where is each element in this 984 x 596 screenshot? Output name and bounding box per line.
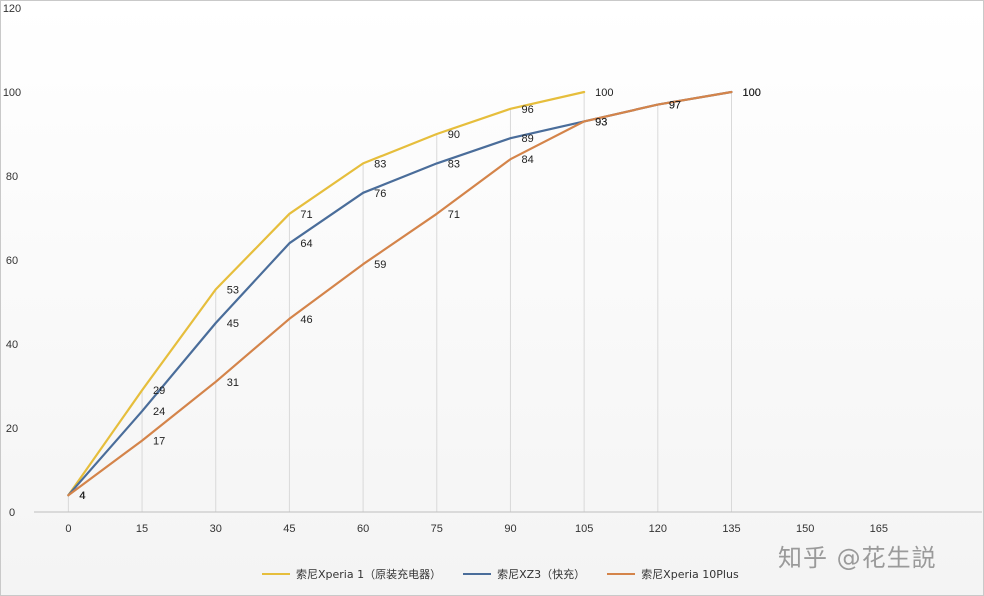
data-label: 100 (595, 87, 613, 99)
series-line (67, 90, 733, 497)
series-lines (67, 90, 733, 497)
legend-item-xperia10plus: 索尼Xperia 10Plus (607, 566, 739, 582)
data-label: 53 (227, 284, 239, 296)
data-label: 29 (153, 385, 165, 397)
data-label: 4 (79, 490, 85, 502)
legend-swatch (463, 573, 492, 575)
data-label: 4 (79, 490, 85, 502)
series-line (67, 90, 586, 497)
x-tick-label: 105 (575, 523, 593, 535)
gridlines (67, 92, 732, 512)
legend-label: 索尼Xperia 10Plus (641, 568, 739, 581)
legend-item-xz3: 索尼XZ3（快充） (463, 566, 585, 582)
data-labels: 4295371839096100424456476838993971004173… (79, 87, 760, 502)
y-tick-label: 120 (3, 3, 21, 15)
data-label: 83 (374, 158, 386, 170)
x-tick-label: 75 (431, 523, 443, 535)
x-tick-label: 15 (136, 523, 148, 535)
x-tick-label: 60 (357, 523, 369, 535)
x-tick-label: 0 (65, 523, 71, 535)
data-label: 59 (374, 259, 386, 271)
data-label: 71 (300, 209, 312, 221)
y-tick-label: 0 (9, 507, 15, 519)
data-label: 24 (153, 406, 165, 418)
data-label: 97 (669, 100, 681, 112)
legend-label: 索尼Xperia 1（原装充电器） (296, 568, 442, 581)
y-tick-label: 40 (6, 339, 18, 351)
data-label: 84 (521, 154, 533, 166)
data-label: 96 (521, 104, 533, 116)
y-tick-label: 80 (6, 171, 18, 183)
data-label: 97 (669, 100, 681, 112)
legend-item-xperia1: 索尼Xperia 1（原装充电器） (262, 566, 441, 582)
data-label: 100 (742, 87, 760, 99)
y-tick-label: 20 (6, 423, 18, 435)
x-axis-tick-labels: 0 15 30 45 60 75 90 105 120 135 150 165 (65, 523, 888, 535)
data-label: 17 (153, 436, 165, 448)
data-label: 93 (595, 116, 607, 128)
watermark-text: 知乎 @花生説 (778, 544, 937, 572)
data-label: 83 (448, 158, 460, 170)
y-tick-label: 100 (3, 87, 21, 99)
legend-swatch (262, 573, 290, 575)
x-tick-label: 30 (210, 523, 222, 535)
y-tick-label: 60 (6, 255, 18, 267)
data-label: 31 (227, 377, 239, 389)
data-label: 93 (595, 116, 607, 128)
data-label: 71 (448, 209, 460, 221)
legend: 索尼Xperia 1（原装充电器） 索尼XZ3（快充） 索尼Xperia 10P… (262, 566, 739, 582)
x-tick-label: 120 (649, 523, 667, 535)
data-label: 89 (521, 133, 533, 145)
x-tick-label: 135 (722, 523, 740, 535)
series-line (67, 90, 733, 497)
legend-label: 索尼XZ3（快充） (497, 568, 586, 581)
legend-swatch (607, 573, 636, 575)
x-tick-label: 165 (870, 523, 888, 535)
data-label: 90 (448, 129, 460, 141)
x-tick-label: 90 (504, 523, 516, 535)
data-label: 4 (79, 490, 85, 502)
data-label: 46 (300, 314, 312, 326)
x-tick-label: 150 (796, 523, 814, 535)
data-label: 100 (742, 87, 760, 99)
x-tick-label: 45 (283, 523, 295, 535)
data-label: 45 (227, 318, 239, 330)
data-label: 64 (300, 238, 312, 250)
data-label: 76 (374, 188, 386, 200)
y-axis-tick-labels: 0 20 40 60 80 100 120 (3, 3, 21, 519)
